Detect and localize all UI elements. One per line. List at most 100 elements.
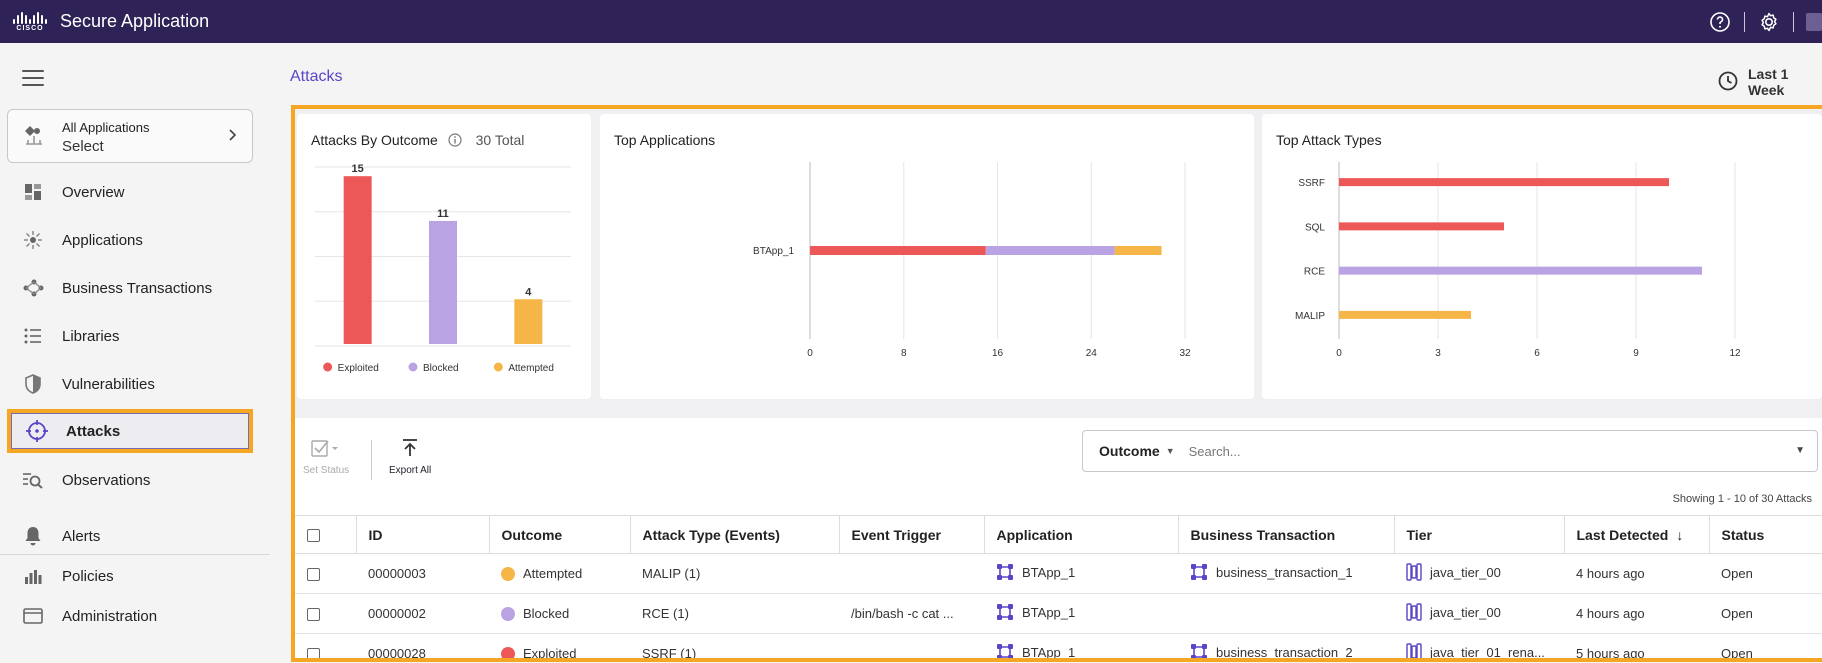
gear-icon[interactable]	[1757, 10, 1781, 34]
sidebar-item-observations[interactable]: Observations	[0, 460, 260, 500]
dropdown-arrow-icon[interactable]: ▼	[1795, 445, 1805, 456]
cell-status: Open	[1709, 593, 1822, 634]
bar-ssrf	[1339, 178, 1669, 187]
outcome-dot-icon	[501, 607, 515, 622]
cell-id[interactable]: 00000028	[356, 633, 489, 658]
business-transactions-icon	[22, 277, 44, 299]
cell-event-trigger	[839, 633, 984, 658]
top-attack-types-chart: 0 3 6 9 12 SSRF SQL RCE MALIP	[1295, 162, 1741, 359]
page-title: Attacks	[290, 68, 343, 85]
sidebar-item-applications[interactable]: Applications	[0, 220, 260, 260]
cell-tier[interactable]: java_tier_00	[1394, 553, 1564, 594]
bar-value-label: 11	[437, 208, 449, 220]
column-header-status[interactable]: Status	[1709, 515, 1822, 554]
x-tick-label: 9	[1633, 348, 1639, 359]
libraries-icon	[22, 325, 44, 347]
vulnerabilities-icon	[22, 373, 44, 395]
time-range-selector[interactable]: Last 1 Week	[1718, 66, 1822, 98]
application-icon	[996, 603, 1014, 624]
hamburger-menu-icon[interactable]	[22, 70, 44, 86]
y-tick-label: SSRF	[1298, 178, 1325, 189]
column-header-application[interactable]: Application	[984, 515, 1179, 554]
content-highlight-frame	[291, 105, 1822, 662]
sidebar-item-vulnerabilities[interactable]: Vulnerabilities	[0, 364, 260, 404]
cell-business-transaction[interactable]	[1178, 593, 1394, 634]
sidebar-item-attacks[interactable]: Attacks	[7, 409, 253, 453]
info-icon[interactable]	[448, 133, 462, 150]
help-icon[interactable]	[1708, 10, 1732, 34]
table-row[interactable]: 00000002 Blocked RCE (1)/bin/bash -c cat .…	[295, 593, 1822, 634]
top-applications-card: Top Applications 0 8 16 24 32 BTApp_1	[600, 114, 1254, 399]
cell-last-detected: 5 hours ago	[1564, 633, 1709, 658]
bell-icon	[22, 525, 44, 547]
clock-icon	[1718, 71, 1738, 94]
top-bar: CISCO Secure Application	[0, 0, 1822, 43]
user-menu-icon[interactable]	[1806, 10, 1822, 34]
policies-icon	[22, 565, 44, 587]
cell-attack-type: SSRF (1)	[630, 633, 839, 658]
row-checkbox[interactable]	[307, 608, 320, 622]
set-status-button[interactable]: Set Status	[303, 438, 349, 476]
cisco-logo: CISCO	[12, 11, 48, 32]
cell-business-transaction[interactable]: business_transaction_2	[1178, 633, 1394, 658]
selector-title: All Applications	[62, 120, 150, 135]
cell-last-detected: 4 hours ago	[1564, 593, 1709, 634]
legend-dot-blocked	[408, 362, 418, 372]
x-tick-label: 8	[901, 348, 907, 359]
business-transaction-icon	[1190, 563, 1208, 584]
cell-tier[interactable]: java_tier_01_rena...	[1394, 633, 1564, 658]
outcome-filter-dropdown[interactable]: Outcome	[1099, 443, 1160, 459]
sidebar-item-policies[interactable]: Policies	[0, 556, 260, 596]
x-tick-label: 32	[1179, 348, 1191, 359]
sidebar-divider	[0, 554, 270, 555]
sidebar-item-alerts[interactable]: Alerts	[0, 516, 260, 556]
cell-outcome: Attempted	[489, 553, 630, 594]
cell-attack-type: RCE (1)	[630, 593, 839, 634]
export-all-button[interactable]: Export All	[389, 438, 431, 476]
column-header-outcome[interactable]: Outcome	[489, 515, 631, 554]
cell-tier[interactable]: java_tier_00	[1394, 593, 1564, 634]
bar-attempted	[514, 299, 543, 344]
outcome-dot-icon	[501, 647, 515, 658]
y-tick-label: BTApp_1	[753, 246, 794, 257]
column-header-event-trigger[interactable]: Event Trigger	[839, 515, 985, 554]
x-tick-label: 6	[1534, 348, 1540, 359]
row-checkbox[interactable]	[307, 568, 320, 582]
bar-sql	[1339, 222, 1504, 231]
administration-icon	[22, 605, 44, 627]
cell-application[interactable]: BTApp_1	[984, 553, 1178, 594]
column-header-tier[interactable]: Tier	[1394, 515, 1565, 554]
row-checkbox[interactable]	[307, 648, 320, 658]
select-all-checkbox-cell	[295, 515, 357, 554]
cell-application[interactable]: BTApp_1	[984, 633, 1178, 658]
cell-id[interactable]: 00000003	[356, 553, 489, 594]
export-icon	[400, 438, 420, 461]
filter-search-box: Outcome ▼ ▼	[1082, 430, 1818, 472]
table-row[interactable]: 00000028 Exploited SSRF (1) BTApp_1 business…	[295, 633, 1822, 658]
table-header-row: ID Outcome Attack Type (Events) Event Tr…	[295, 515, 1822, 554]
sidebar-item-libraries[interactable]: Libraries	[0, 316, 260, 356]
select-all-checkbox[interactable]	[307, 529, 320, 543]
cell-application[interactable]: BTApp_1	[984, 593, 1178, 634]
search-input[interactable]	[1188, 443, 1769, 459]
cell-id[interactable]: 00000002	[356, 593, 489, 634]
sidebar-item-overview[interactable]: Overview	[0, 172, 260, 212]
sidebar: All Applications Select Overview Applica…	[0, 43, 270, 663]
y-tick-label: MALIP	[1295, 311, 1325, 322]
x-tick-label: 0	[1336, 348, 1342, 359]
column-header-last-detected[interactable]: Last Detected ↓	[1564, 515, 1710, 554]
table-row[interactable]: 00000003 Attempted MALIP (1) BTApp_1 busines…	[295, 553, 1822, 594]
app-title: Secure Application	[60, 11, 210, 31]
cell-business-transaction[interactable]: business_transaction_1	[1178, 553, 1394, 594]
main-content: Attacks By Outcome 30 Total 15 Exploited 1…	[295, 109, 1822, 658]
application-selector[interactable]: All Applications Select	[7, 109, 253, 163]
cell-last-detected: 4 hours ago	[1564, 553, 1709, 594]
table-toolbar: Set Status Export All Outcome ▼ ▼ Showin…	[295, 418, 1822, 513]
cell-status: Open	[1709, 633, 1822, 658]
column-header-attack-type[interactable]: Attack Type (Events)	[630, 515, 840, 554]
column-header-id[interactable]: ID	[356, 515, 490, 554]
column-header-business-transaction[interactable]: Business Transaction	[1178, 515, 1395, 554]
attacks-icon	[26, 420, 48, 442]
sidebar-item-administration[interactable]: Administration	[0, 596, 260, 636]
sidebar-item-business-transactions[interactable]: Business Transactions	[0, 268, 260, 308]
